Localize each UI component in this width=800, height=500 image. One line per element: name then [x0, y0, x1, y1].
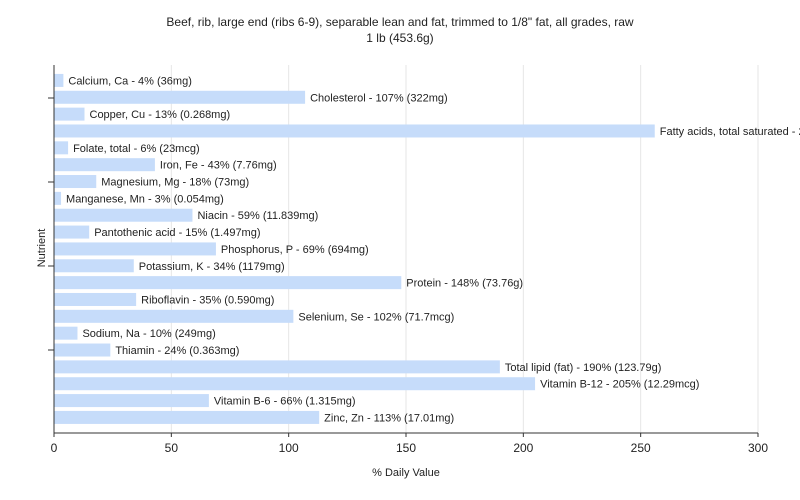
x-tick-label: 0 — [51, 441, 58, 455]
y-axis-title: Nutrient — [36, 229, 48, 268]
bar-data-label: Phosphorus, P - 69% (694mg) — [221, 244, 369, 256]
bar — [54, 90, 306, 104]
bar — [54, 276, 402, 290]
bar-data-label: Folate, total - 6% (23mcg) — [73, 143, 200, 155]
bar — [54, 394, 209, 408]
bar — [54, 107, 85, 121]
bar-data-label: Riboflavin - 35% (0.590mg) — [141, 294, 274, 306]
x-tick-label: 200 — [513, 441, 533, 455]
bar-data-label: Protein - 148% (73.76g) — [406, 278, 523, 290]
x-tick-label: 300 — [748, 441, 768, 455]
bar-data-label: Manganese, Mn - 3% (0.054mg) — [66, 193, 224, 205]
bar-data-label: Zinc, Zn - 113% (17.01mg) — [324, 412, 454, 424]
chart-title: Beef, rib, large end (ribs 6-9), separab… — [0, 14, 800, 46]
bar — [54, 360, 500, 374]
bars: Calcium, Ca - 4% (36mg) Cholesterol - 107… — [54, 73, 800, 424]
bar — [54, 410, 320, 424]
bar — [54, 73, 64, 87]
bar-data-label: Pantothenic acid - 15% (1.497mg) — [94, 227, 260, 239]
bar — [54, 191, 62, 205]
bar-data-label: Niacin - 59% (11.839mg) — [197, 210, 318, 222]
bar-data-label: Magnesium, Mg - 18% (73mg) — [101, 177, 249, 189]
bar — [54, 343, 111, 357]
bar-data-label: Total lipid (fat) - 190% (123.79g) — [505, 362, 662, 374]
bar — [54, 208, 193, 222]
bar-data-label: Calcium, Ca - 4% (36mg) — [68, 75, 191, 87]
x-tick-label: 100 — [279, 441, 299, 455]
bar-data-label: Selenium, Se - 102% (71.7mcg) — [298, 311, 454, 323]
bar-data-label: Fatty acids, total saturated - 256% (51.… — [660, 126, 800, 138]
bar — [54, 259, 134, 273]
bar — [54, 377, 536, 391]
x-tick-label: 150 — [396, 441, 416, 455]
bar — [54, 158, 155, 172]
x-tick-label: 50 — [165, 441, 179, 455]
bar-data-label: Copper, Cu - 13% (0.268mg) — [90, 109, 231, 121]
bar-data-label: Vitamin B-12 - 205% (12.29mcg) — [540, 379, 699, 391]
bar — [54, 292, 137, 306]
bar — [54, 124, 655, 138]
bar — [54, 175, 97, 189]
chart-subtitle-line: 1 lb (453.6g) — [366, 31, 434, 45]
bar-data-label: Thiamin - 24% (0.363mg) — [115, 345, 239, 357]
x-axis-title: % Daily Value — [372, 467, 440, 479]
bar-data-label: Potassium, K - 34% (1179mg) — [139, 261, 285, 273]
bar-data-label: Cholesterol - 107% (322mg) — [310, 92, 448, 104]
bar — [54, 242, 216, 256]
bar — [54, 141, 69, 155]
bar — [54, 225, 90, 239]
x-tick-label: 250 — [631, 441, 651, 455]
bar — [54, 309, 294, 323]
bar — [54, 326, 78, 340]
bar-data-label: Iron, Fe - 43% (7.76mg) — [160, 160, 277, 172]
chart-title-line: Beef, rib, large end (ribs 6-9), separab… — [166, 15, 634, 29]
axes: 0 50 100 150 200 250 300 — [48, 65, 768, 455]
bar-data-label: Sodium, Na - 10% (249mg) — [82, 328, 215, 340]
bar-data-label: Vitamin B-6 - 66% (1.315mg) — [214, 396, 356, 408]
